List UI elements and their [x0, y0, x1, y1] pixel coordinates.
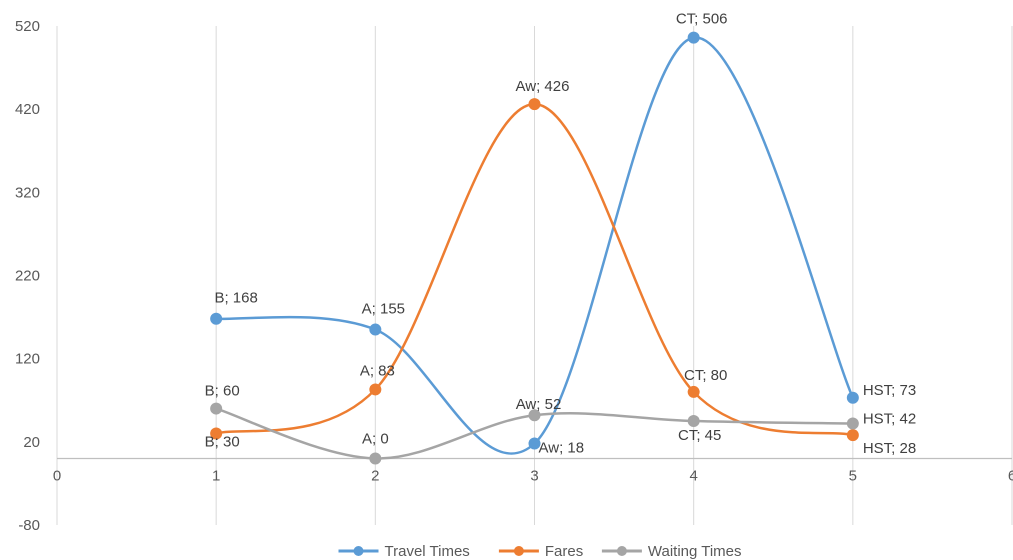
- data-label-travel-times: Aw; 18: [539, 439, 585, 456]
- x-tick-label: 3: [530, 467, 538, 484]
- data-label-waiting-times: A; 0: [362, 430, 389, 447]
- data-label-travel-times: A; 155: [362, 301, 405, 318]
- data-point-travel-times: [528, 437, 541, 450]
- data-point-travel-times: [210, 312, 223, 325]
- data-labels: B; 168 A; 155 Aw; 18 CT; 506 HST; 73 B; 30 A; …: [205, 11, 917, 458]
- data-label-travel-times: B; 168: [214, 290, 257, 307]
- data-point-waiting-times: [210, 402, 223, 415]
- legend-swatch-marker: [353, 546, 364, 556]
- data-point-fares: [210, 427, 223, 440]
- y-tick-label: 420: [15, 101, 40, 118]
- data-point-waiting-times: [528, 409, 541, 422]
- y-tick-label: 220: [15, 268, 40, 285]
- data-label-fares: B; 30: [205, 434, 240, 451]
- y-tick-label: 120: [15, 351, 40, 368]
- legend-item-fares: Fares: [498, 543, 583, 560]
- data-point-fares: [528, 98, 541, 111]
- data-point-fares: [369, 383, 382, 396]
- data-point-travel-times: [687, 31, 700, 44]
- x-tick-label: 4: [689, 467, 697, 484]
- legend-label: Waiting Times: [648, 543, 742, 560]
- data-point-waiting-times: [369, 452, 382, 465]
- y-tick-label: 320: [15, 184, 40, 201]
- y-tick-label: 20: [23, 434, 40, 451]
- y-tick-label: -80: [18, 517, 40, 534]
- data-point-travel-times: [846, 391, 859, 404]
- data-label-travel-times: HST; 73: [863, 382, 916, 399]
- data-point-waiting-times: [687, 415, 700, 428]
- data-markers: [210, 31, 859, 465]
- data-label-fares: CT; 80: [684, 367, 727, 384]
- data-label-fares: HST; 28: [863, 440, 916, 457]
- data-point-fares: [846, 429, 859, 442]
- data-label-travel-times: CT; 506: [676, 11, 728, 28]
- series-line-travel-times: [216, 36, 854, 455]
- legend-swatch-marker: [616, 546, 627, 556]
- data-point-fares: [687, 385, 700, 398]
- x-tick-label: 2: [371, 467, 379, 484]
- data-point-waiting-times: [846, 417, 859, 430]
- legend-item-waiting-times: Waiting Times: [601, 543, 742, 560]
- axes: 0 1 2 3 4 5 6 -80 20 120 220 320 420 520: [15, 18, 1013, 534]
- x-tick-label: 0: [53, 467, 61, 484]
- data-label-fares: A; 83: [360, 362, 395, 379]
- legend-item-travel-times: Travel Times: [338, 543, 470, 560]
- legend-swatch-marker: [513, 546, 524, 556]
- data-label-waiting-times: B; 60: [205, 383, 240, 400]
- data-point-travel-times: [369, 323, 382, 336]
- legend: Travel Times Fares Waiting Times: [338, 543, 742, 560]
- data-label-waiting-times: CT; 45: [678, 427, 721, 444]
- x-tick-label: 6: [1008, 467, 1013, 484]
- x-tick-label: 5: [849, 467, 857, 484]
- data-label-waiting-times: HST; 42: [863, 411, 916, 428]
- y-tick-label: 520: [15, 18, 40, 35]
- data-label-fares: Aw; 426: [516, 78, 570, 95]
- legend-label: Fares: [545, 543, 583, 560]
- data-label-waiting-times: Aw; 52: [516, 396, 562, 413]
- legend-label: Travel Times: [385, 543, 470, 560]
- x-tick-label: 1: [212, 467, 220, 484]
